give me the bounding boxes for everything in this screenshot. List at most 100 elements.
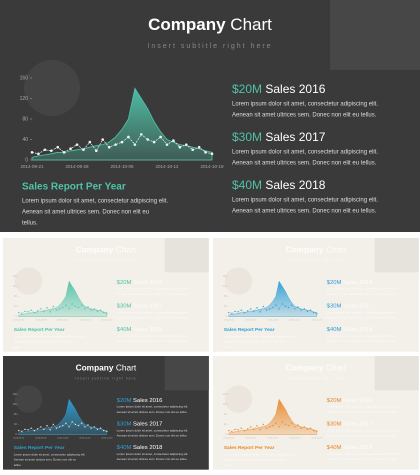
sales-amount: $20M: [232, 82, 262, 96]
sales-heading: $20M Sales 2016: [327, 398, 373, 404]
point: [55, 427, 58, 429]
photo-cup: [14, 267, 43, 295]
x-tick-label: 2014-09-21: [13, 437, 25, 439]
x-tick-label: 2014-10-19: [200, 164, 224, 169]
y-tick-label: 80: [224, 413, 227, 416]
y-tick-label: 40: [22, 137, 28, 143]
y-tick-label: 0: [25, 157, 28, 163]
point: [281, 303, 283, 305]
sales-text: Aenean sit amet ultrices sem. Donec non …: [232, 209, 377, 215]
point: [256, 424, 258, 427]
sales-label: Sales 2018: [133, 327, 163, 333]
point: [265, 427, 268, 429]
point: [284, 305, 287, 307]
sales-amount: $40M: [117, 445, 132, 451]
x-tick-label: 2014-10-12: [79, 437, 91, 439]
point: [272, 424, 274, 427]
point: [172, 139, 175, 142]
point: [303, 308, 305, 310]
sales-text: Aenean sit amet ultrices sem. Donec non …: [117, 434, 188, 438]
sales-amount: $30M: [117, 303, 132, 309]
point: [127, 135, 130, 139]
photo-cup: [224, 267, 253, 295]
x-tick-label: 2014-10-19: [101, 437, 113, 439]
sales-text: Aenean sit amet ultrices sem. Donec non …: [327, 316, 398, 320]
title-bold: Company: [286, 245, 324, 255]
point: [93, 308, 95, 310]
x-tick-label: 2014-09-28: [245, 437, 257, 439]
sales-amount: $40M: [327, 327, 342, 333]
sales-heading: $30M Sales 2017: [117, 303, 163, 309]
point: [309, 309, 312, 311]
sales-text: Aenean sit amet ultrices sem. Donec non …: [117, 410, 188, 414]
report-text: tellus.: [14, 463, 22, 467]
sales-amount: $30M: [327, 303, 342, 309]
point: [268, 308, 271, 310]
report-text: tellus.: [224, 345, 232, 349]
point: [237, 429, 239, 431]
point: [309, 427, 312, 429]
point: [275, 304, 277, 306]
point: [99, 309, 102, 311]
point: [184, 143, 188, 146]
sales-label: Sales 2016: [133, 280, 163, 286]
point: [81, 422, 83, 424]
sales-heading: $30M Sales 2017: [232, 130, 326, 144]
point: [21, 312, 23, 315]
point: [243, 429, 246, 432]
report-title: Sales Report Per Year: [14, 327, 65, 333]
point: [316, 312, 318, 315]
point: [46, 424, 48, 427]
point: [90, 427, 92, 429]
report-text: Lorem ipsum dolor sit amet, consectetur …: [14, 452, 86, 456]
point: [87, 306, 89, 308]
point: [107, 145, 111, 149]
point: [106, 312, 108, 315]
sales-amount: $40M: [232, 178, 262, 192]
sales-amount: $40M: [117, 327, 132, 333]
sales-text: Lorem ipsum dolor sit amet, consectetur …: [117, 428, 189, 432]
point: [65, 304, 67, 306]
report-text: Aenean sit amet ultrices sem. Donec non …: [22, 210, 149, 216]
point: [90, 309, 92, 311]
y-tick-label: 80: [22, 116, 28, 122]
y-tick-label: 0: [15, 433, 17, 436]
point: [65, 422, 67, 424]
point: [27, 311, 29, 313]
x-tick-label: 2014-09-21: [20, 164, 44, 169]
point: [234, 428, 236, 431]
sales-text: Aenean sit amet ultrices sem. Donec non …: [117, 316, 188, 320]
point: [165, 143, 169, 146]
point: [24, 428, 26, 431]
subtitle: Insert subtitle right here: [75, 258, 136, 262]
title-rest: Chart: [324, 245, 347, 255]
sales-text: Aenean sit amet ultrices sem. Donec non …: [117, 339, 188, 343]
y-tick-label: 40: [14, 423, 17, 426]
photo-cup: [24, 60, 80, 116]
point: [253, 310, 255, 313]
point: [228, 311, 230, 314]
point: [96, 428, 99, 431]
point: [43, 310, 45, 313]
subtitle: Insert subtitle right here: [75, 376, 136, 380]
x-tick-label: 2014-10-19: [311, 319, 323, 321]
point: [74, 305, 77, 307]
x-tick-label: 2014-10-19: [311, 437, 323, 439]
photo-keyboard: [374, 238, 419, 273]
point: [178, 145, 182, 149]
sales-text: Lorem ipsum dolor sit amet, consectetur …: [232, 150, 378, 156]
point: [58, 308, 61, 310]
point: [27, 429, 29, 431]
slide: Company Chart Insert subtitle right here 0…: [0, 0, 420, 232]
sales-text: Lorem ipsum dolor sit amet, consectetur …: [327, 287, 399, 291]
point: [313, 429, 315, 432]
point: [62, 151, 66, 154]
point: [75, 143, 79, 146]
sales-amount: $30M: [232, 130, 262, 144]
sales-text: Aenean sit amet ultrices sem. Donec non …: [327, 457, 398, 461]
x-tick-label: 2014-10-05: [57, 437, 69, 439]
point: [287, 306, 290, 309]
point: [84, 308, 86, 310]
point: [284, 423, 287, 425]
point: [231, 312, 233, 315]
